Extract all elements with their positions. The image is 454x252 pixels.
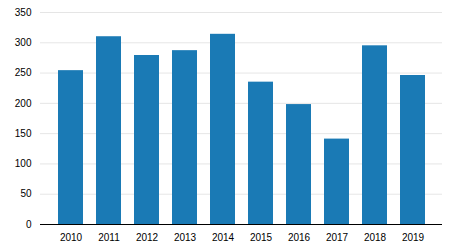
svg-text:2011: 2011 xyxy=(98,232,120,243)
svg-text:2019: 2019 xyxy=(402,232,425,243)
svg-text:2014: 2014 xyxy=(212,232,235,243)
svg-text:2013: 2013 xyxy=(174,232,197,243)
svg-text:0: 0 xyxy=(26,219,32,230)
svg-text:2012: 2012 xyxy=(136,232,159,243)
svg-text:2018: 2018 xyxy=(364,232,387,243)
svg-text:2015: 2015 xyxy=(250,232,273,243)
svg-text:300: 300 xyxy=(15,37,32,48)
svg-text:350: 350 xyxy=(15,7,32,18)
svg-text:2010: 2010 xyxy=(60,232,83,243)
svg-text:2016: 2016 xyxy=(288,232,311,243)
svg-text:2017: 2017 xyxy=(326,232,349,243)
svg-text:200: 200 xyxy=(15,98,32,109)
svg-text:50: 50 xyxy=(20,188,32,199)
svg-text:150: 150 xyxy=(15,128,32,139)
svg-text:250: 250 xyxy=(15,67,32,78)
svg-text:100: 100 xyxy=(15,158,32,169)
